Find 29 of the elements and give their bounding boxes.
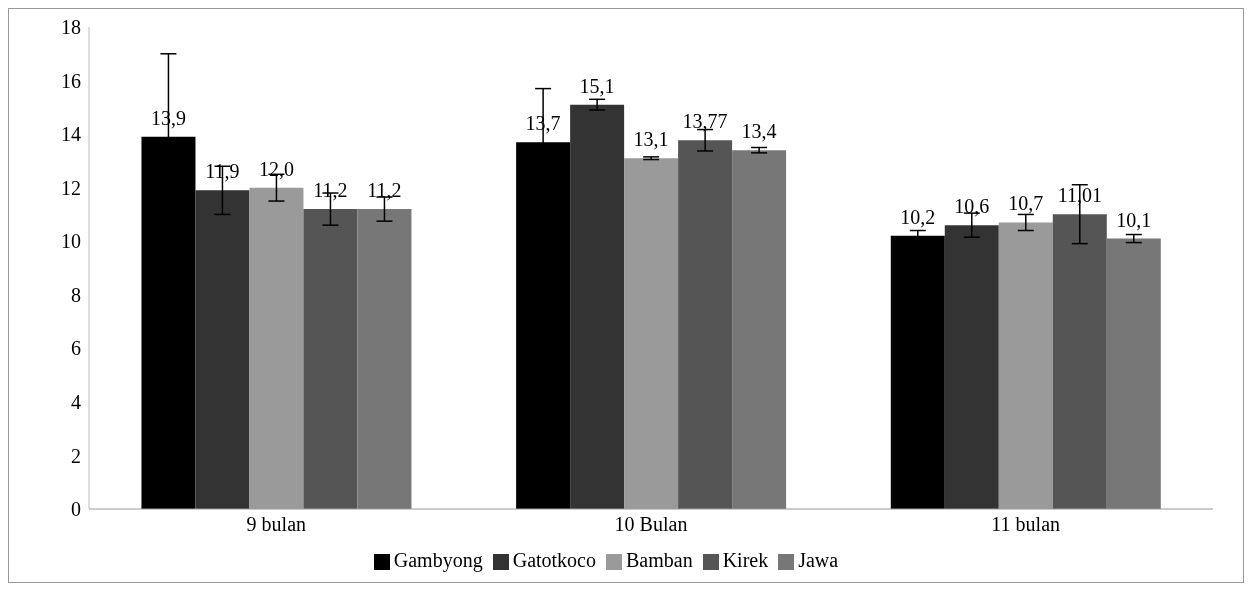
y-tick-label: 14 bbox=[61, 123, 81, 146]
y-tick-label: 0 bbox=[71, 498, 81, 521]
data-label: 11,2 bbox=[367, 179, 402, 202]
y-tick-label: 4 bbox=[71, 390, 81, 413]
y-tick-label: 18 bbox=[61, 16, 81, 39]
data-label: 13,77 bbox=[682, 110, 728, 133]
y-tick-label: 12 bbox=[61, 176, 81, 199]
data-label: 13,1 bbox=[633, 128, 669, 151]
data-label: 15,1 bbox=[579, 74, 615, 97]
legend-label: Kirek bbox=[722, 549, 769, 571]
data-label: 12,0 bbox=[258, 157, 294, 180]
legend-label: Gatotkoco bbox=[512, 549, 596, 571]
data-label: 13,4 bbox=[741, 120, 777, 143]
y-tick-label: 8 bbox=[71, 283, 81, 306]
data-label: 11,2 bbox=[313, 179, 348, 202]
data-label: 10,1 bbox=[1116, 208, 1152, 231]
x-tick-label: 11 bulan bbox=[991, 513, 1061, 536]
legend-label: Bamban bbox=[626, 549, 693, 571]
data-label: 10,6 bbox=[954, 195, 990, 218]
x-tick-label: 9 bulan bbox=[246, 513, 307, 536]
y-tick-label: 6 bbox=[71, 337, 81, 360]
data-label: 10,7 bbox=[1008, 192, 1044, 215]
y-tick-label: 16 bbox=[61, 69, 81, 92]
data-label: 10,2 bbox=[900, 205, 936, 228]
x-tick-label: 10 Bulan bbox=[614, 513, 688, 536]
y-tick-label: 2 bbox=[71, 444, 81, 467]
legend-label: Gambyong bbox=[393, 549, 483, 571]
y-tick-label: 10 bbox=[61, 230, 81, 253]
legend-label: Jawa bbox=[798, 549, 839, 571]
